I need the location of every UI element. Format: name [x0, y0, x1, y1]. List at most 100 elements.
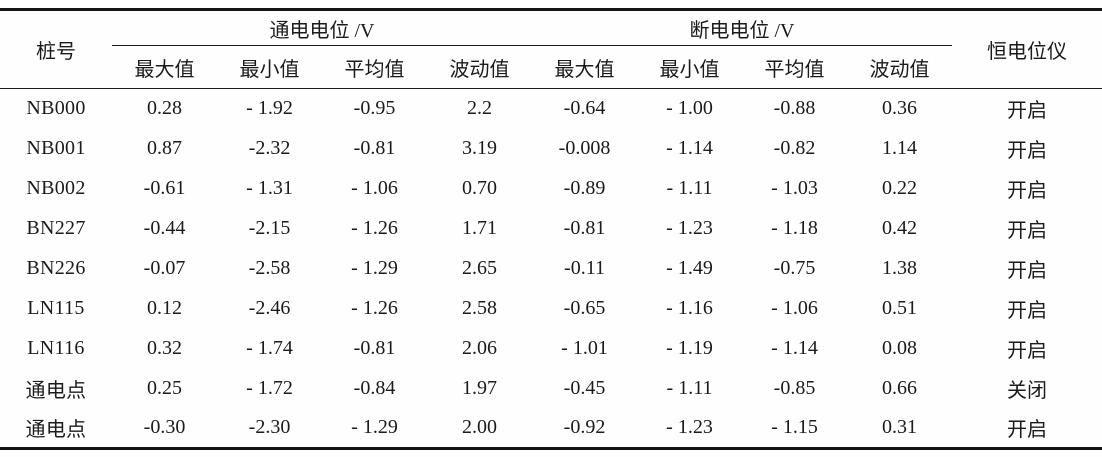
sub-header-cell: 最大值 [112, 45, 217, 89]
potential-value-cell: - 1.72 [246, 377, 293, 399]
table-row: BN226 -0.07 -2.58 - 1.29 2.65 -0.11 - 1.49 -0.7… [0, 249, 1102, 289]
potential-value-cell: - 1.06 [771, 297, 818, 319]
potential-value-cell: 3.19 [462, 137, 497, 159]
column-group-on-potential: 通电电位 /V [112, 9, 532, 46]
potential-value-cell: 1.14 [882, 137, 917, 159]
potential-value-cell: 0.25 [147, 377, 182, 399]
potential-value-cell: -0.81 [353, 337, 396, 359]
sub-header-row: 最大值 最小值 平均值 波动值 最大值 最小值 平均值 波动值 [0, 45, 1102, 89]
potential-value-cell: 0.12 [147, 297, 182, 319]
table-row: NB000 0.28 - 1.92 -0.95 2.2 -0.64 - 1.00 -0.88 0… [0, 89, 1102, 129]
potential-value-cell: -0.008 [558, 137, 611, 159]
potential-value-cell: - 1.06 [351, 177, 398, 199]
potential-value-cell: 1.97 [462, 377, 497, 399]
pile-number-cell: LN115 [27, 297, 85, 319]
sub-header-cell: 平均值 [322, 45, 427, 89]
sub-header-cell: 最小值 [217, 45, 322, 89]
potential-value-cell: -2.32 [248, 137, 291, 159]
potential-value-cell: 0.51 [882, 297, 917, 319]
potential-value-cell: -0.61 [143, 177, 186, 199]
potential-value-cell: - 1.19 [666, 337, 713, 359]
potential-value-cell: -2.30 [248, 416, 291, 439]
potential-value-cell: - 1.01 [561, 337, 608, 359]
potential-value-cell: - 1.29 [351, 257, 398, 279]
potential-value-cell: 0.28 [147, 97, 182, 120]
table-row: LN115 0.12 -2.46 - 1.26 2.58 -0.65 - 1.16 - 1.0… [0, 289, 1102, 329]
potential-value-cell: - 1.11 [666, 377, 713, 399]
potential-value-cell: - 1.23 [666, 416, 713, 439]
table-row: NB001 0.87 -2.32 -0.81 3.19 -0.008 - 1.14 -0.82… [0, 129, 1102, 169]
potential-value-cell: 0.08 [882, 337, 917, 359]
group-header-row: 桩号 通电电位 /V 断电电位 /V 恒电位仪 [0, 9, 1102, 89]
potential-value-cell: - 1.16 [666, 297, 713, 319]
sub-header-cell: 平均值 [742, 45, 847, 89]
potential-value-cell: 0.87 [147, 137, 182, 159]
table-row: 通电点 0.25 - 1.72 -0.84 1.97 -0.45 - 1.11 -0.85 0.… [0, 369, 1102, 409]
potential-value-cell: 1.38 [882, 257, 917, 279]
potential-value-cell: - 1.31 [246, 177, 293, 199]
table-row: NB002 -0.61 - 1.31 - 1.06 0.70 -0.89 - 1.11 - 1… [0, 169, 1102, 209]
potential-value-cell: -0.30 [143, 416, 186, 439]
potential-value-cell: 2.58 [462, 297, 497, 319]
potential-value-cell: 0.70 [462, 177, 497, 199]
potential-value-cell: 2.65 [462, 257, 497, 279]
potential-value-cell: -0.11 [564, 257, 605, 279]
potential-value-cell: - 1.92 [246, 97, 293, 120]
sub-header-cell: 最大值 [532, 45, 637, 89]
potential-value-cell: 2.00 [462, 416, 497, 439]
potential-value-cell: - 1.49 [666, 257, 713, 279]
potential-value-cell: -0.65 [563, 297, 606, 319]
potential-value-cell: -0.95 [353, 97, 396, 120]
potentiostat-state-cell: 开启 [1007, 140, 1047, 162]
pile-number-cell: BN227 [26, 217, 86, 239]
potential-value-cell: 0.22 [882, 177, 917, 199]
potential-value-cell: - 1.23 [666, 217, 713, 239]
potentiostat-state-cell: 开启 [1007, 419, 1047, 442]
potential-value-cell: -0.07 [143, 257, 186, 279]
potential-value-cell: - 1.11 [666, 177, 713, 199]
potential-value-cell: -0.44 [143, 217, 186, 239]
potential-value-cell: 0.32 [147, 337, 182, 359]
potential-value-cell: -0.92 [563, 416, 606, 439]
potential-value-cell: -0.88 [773, 97, 816, 120]
potential-value-cell: 0.36 [882, 97, 917, 120]
potential-value-cell: -0.82 [773, 137, 816, 159]
potential-value-cell: 1.71 [462, 217, 497, 239]
potential-value-cell: - 1.14 [771, 337, 818, 359]
table-row: 通电点 -0.30 -2.30 - 1.29 2.00 -0.92 - 1.23 - 1.15… [0, 409, 1102, 449]
potential-value-cell: 0.42 [882, 217, 917, 239]
potential-value-cell: - 1.14 [666, 137, 713, 159]
potential-value-cell: -0.64 [563, 97, 606, 120]
pile-number-cell: 通电点 [25, 419, 87, 442]
potential-value-cell: - 1.74 [246, 337, 293, 359]
potentiostat-state-cell: 开启 [1007, 260, 1047, 282]
potential-value-cell: -2.15 [248, 217, 291, 239]
pile-number-cell: 通电点 [25, 380, 87, 402]
potential-value-cell: -0.45 [563, 377, 606, 399]
potential-measurement-table: 桩号 通电电位 /V 断电电位 /V 恒电位仪 最大值 最小值 平均值 波动值 最大值最… [0, 8, 1102, 450]
potential-value-cell: -2.46 [248, 297, 291, 319]
pile-number-cell: LN116 [27, 337, 85, 359]
potentiostat-state-cell: 开启 [1007, 220, 1047, 242]
sub-header-cell: 最小值 [637, 45, 742, 89]
pile-number-cell: NB000 [26, 97, 86, 120]
table-row: LN116 0.32 - 1.74 -0.81 2.06 - 1.01 - 1.19 - 1.… [0, 329, 1102, 369]
table-row: BN227 -0.44 -2.15 - 1.26 1.71 -0.81 - 1.23 - 1.… [0, 209, 1102, 249]
potential-value-cell: -0.84 [353, 377, 396, 399]
potential-value-cell: -0.75 [773, 257, 816, 279]
column-header-pile-number: 桩号 [0, 9, 112, 89]
potentiostat-state-cell: 开启 [1007, 340, 1047, 362]
potential-value-cell: - 1.26 [351, 297, 398, 319]
potentiostat-state-cell: 开启 [1007, 100, 1047, 123]
potentiostat-state-cell: 关闭 [1007, 380, 1047, 402]
potentiostat-state-cell: 开启 [1007, 300, 1047, 322]
potential-value-cell: - 1.00 [666, 97, 713, 120]
potential-value-cell: 0.31 [882, 416, 917, 439]
potential-value-cell: -0.85 [773, 377, 816, 399]
potential-value-cell: - 1.15 [771, 416, 818, 439]
potential-value-cell: -0.81 [353, 137, 396, 159]
sub-header-cell: 波动值 [427, 45, 532, 89]
sub-header-cell: 波动值 [847, 45, 952, 89]
column-header-potentiostat: 恒电位仪 [952, 9, 1102, 89]
